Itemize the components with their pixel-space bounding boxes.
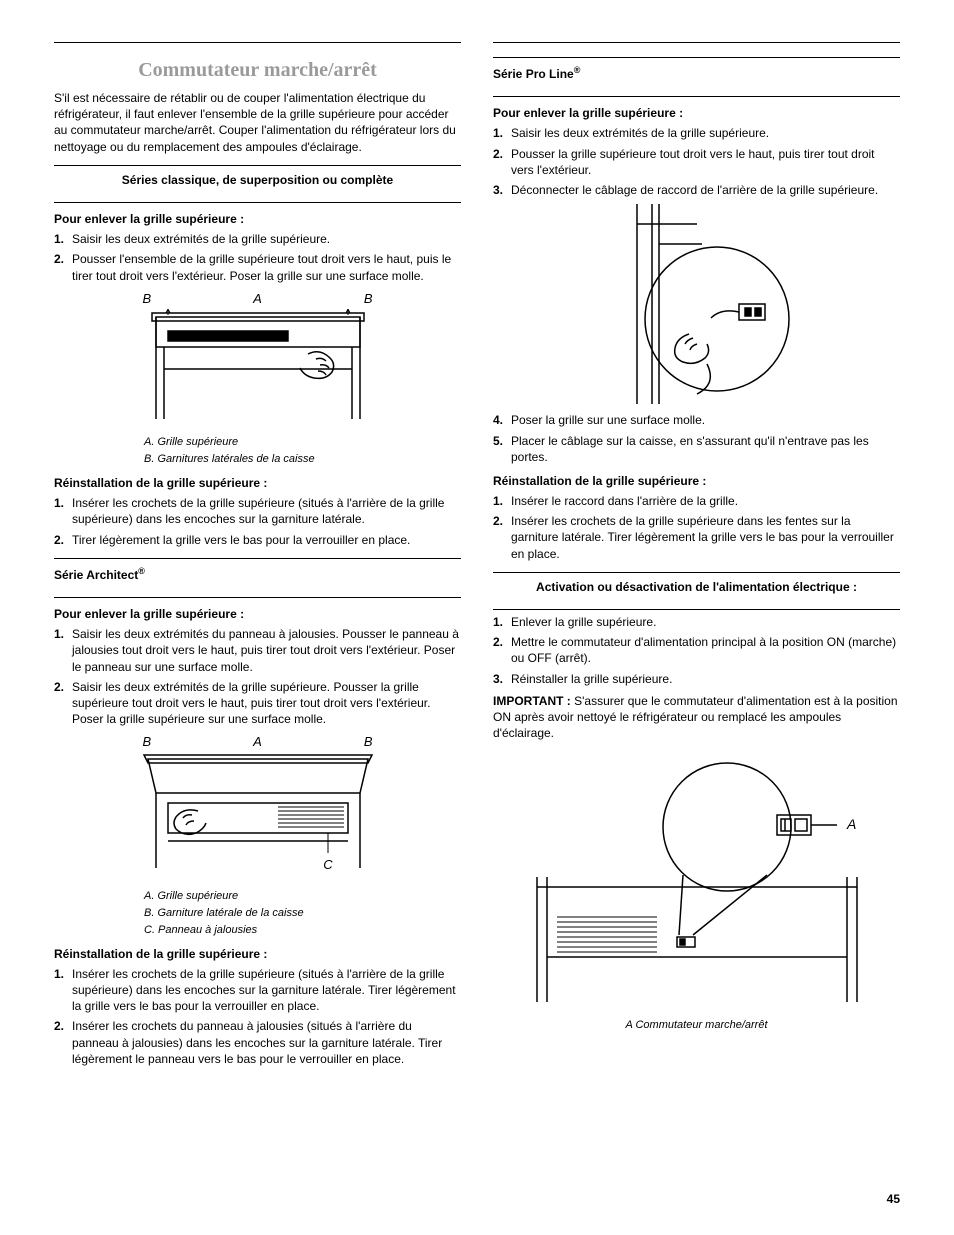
step-text: Insérer les crochets de la grille supéri… xyxy=(72,495,461,527)
figure-power: A A Commutateur marche/arrêt xyxy=(493,757,900,1032)
series-architect-heading: Série Architect® xyxy=(54,563,461,587)
step-text: Tirer légèrement la grille vers le bas p… xyxy=(72,532,461,548)
architect-remove-steps: 1.Saisir les deux extrémités du panneau … xyxy=(54,626,461,727)
step-text: Saisir les deux extrémités du panneau à … xyxy=(72,626,461,675)
step-text: Saisir les deux extrémités de la grille … xyxy=(511,125,900,141)
reinstall-heading: Réinstallation de la grille supérieure : xyxy=(54,475,461,491)
intro-paragraph: S'il est nécessaire de rétablir ou de co… xyxy=(54,90,461,155)
figure-classic: B A B xyxy=(54,290,461,467)
step-number: 2. xyxy=(54,679,72,728)
figure-proline xyxy=(493,204,900,408)
figure-caption: A. Grille supérieure xyxy=(144,889,461,904)
step-number: 3. xyxy=(493,671,511,687)
fig-label-b: B xyxy=(364,290,373,308)
important-note: IMPORTANT : S'assurer que le commutateur… xyxy=(493,693,900,742)
fig-label-a: A xyxy=(253,290,262,308)
top-rule-right xyxy=(493,42,900,43)
page-number: 45 xyxy=(887,1191,900,1207)
step-number: 2. xyxy=(493,513,511,562)
figure-classic-svg xyxy=(138,309,378,429)
figure-caption: A Commutateur marche/arrêt xyxy=(493,1018,900,1033)
series-rule xyxy=(54,202,461,203)
proline-remove-steps: 1.Saisir les deux extrémités de la grill… xyxy=(493,125,900,198)
remove-heading: Pour enlever la grille supérieure : xyxy=(54,606,461,622)
step-text: Saisir les deux extrémités de la grille … xyxy=(72,231,461,247)
fig-label-b: B xyxy=(143,733,152,751)
step-text: Insérer les crochets de la grille supéri… xyxy=(72,966,461,1015)
important-label: IMPORTANT : xyxy=(493,694,571,708)
step-number: 2. xyxy=(54,251,72,283)
architect-reinstall-steps: 1.Insérer les crochets de la grille supé… xyxy=(54,966,461,1067)
step-number: 4. xyxy=(493,412,511,428)
step-number: 1. xyxy=(493,493,511,509)
series-classic-heading: Séries classique, de superposition ou co… xyxy=(54,170,461,192)
series-rule xyxy=(493,572,900,573)
step-text: Saisir les deux extrémités de la grille … xyxy=(72,679,461,728)
step-text: Insérer le raccord dans l'arrière de la … xyxy=(511,493,900,509)
step-text: Insérer les crochets de la grille supéri… xyxy=(511,513,900,562)
figure-architect-svg: C xyxy=(128,753,388,883)
series-proline-heading: Série Pro Line® xyxy=(493,62,900,86)
classic-remove-steps: 1.Saisir les deux extrémités de la grill… xyxy=(54,231,461,284)
fig-label-b: B xyxy=(143,290,152,308)
series-rule xyxy=(54,558,461,559)
classic-reinstall-steps: 1.Insérer les crochets de la grille supé… xyxy=(54,495,461,548)
proline-reinstall-steps: 1.Insérer le raccord dans l'arrière de l… xyxy=(493,493,900,562)
reinstall-heading: Réinstallation de la grille supérieure : xyxy=(493,473,900,489)
step-text: Pousser l'ensemble de la grille supérieu… xyxy=(72,251,461,283)
left-column: Commutateur marche/arrêt S'il est nécess… xyxy=(54,42,461,1073)
step-number: 1. xyxy=(54,495,72,527)
step-number: 1. xyxy=(493,125,511,141)
fig-label-b: B xyxy=(364,733,373,751)
proline-remove-steps-cont: 4.Poser la grille sur une surface molle.… xyxy=(493,412,900,465)
fig-label-a: A xyxy=(846,816,856,832)
power-steps: 1.Enlever la grille supérieure. 2.Mettre… xyxy=(493,614,900,687)
step-number: 1. xyxy=(54,966,72,1015)
step-number: 2. xyxy=(54,532,72,548)
remove-heading: Pour enlever la grille supérieure : xyxy=(54,211,461,227)
top-rule-left xyxy=(54,42,461,43)
step-text: Réinstaller la grille supérieure. xyxy=(511,671,900,687)
step-number: 2. xyxy=(54,1018,72,1067)
series-rule xyxy=(54,597,461,598)
step-number: 1. xyxy=(54,626,72,675)
step-number: 1. xyxy=(493,614,511,630)
step-number: 2. xyxy=(493,634,511,666)
step-text: Insérer les crochets du panneau à jalous… xyxy=(72,1018,461,1067)
step-text: Pousser la grille supérieure tout droit … xyxy=(511,146,900,178)
figure-caption: B. Garnitures latérales de la caisse xyxy=(144,452,461,467)
remove-heading: Pour enlever la grille supérieure : xyxy=(493,105,900,121)
step-text: Placer le câblage sur la caisse, en s'as… xyxy=(511,433,900,465)
figure-caption: B. Garniture latérale de la caisse xyxy=(144,906,461,921)
series-rule xyxy=(493,96,900,97)
series-rule xyxy=(493,57,900,58)
figure-caption: C. Panneau à jalousies xyxy=(144,923,461,938)
step-number: 1. xyxy=(54,231,72,247)
step-text: Poser la grille sur une surface molle. xyxy=(511,412,900,428)
figure-caption: A. Grille supérieure xyxy=(144,435,461,450)
reinstall-heading: Réinstallation de la grille supérieure : xyxy=(54,946,461,962)
right-column: Série Pro Line® Pour enlever la grille s… xyxy=(493,42,900,1073)
step-text: Enlever la grille supérieure. xyxy=(511,614,900,630)
step-text: Mettre le commutateur d'alimentation pri… xyxy=(511,634,900,666)
step-text: Déconnecter le câblage de raccord de l'a… xyxy=(511,182,900,198)
step-number: 2. xyxy=(493,146,511,178)
power-heading: Activation ou désactivation de l'aliment… xyxy=(493,577,900,599)
figure-power-svg: A xyxy=(507,757,887,1007)
section-title: Commutateur marche/arrêt xyxy=(54,57,461,84)
fig-label-c: C xyxy=(323,857,333,872)
step-number: 5. xyxy=(493,433,511,465)
series-rule xyxy=(54,165,461,166)
figure-proline-svg xyxy=(597,204,797,404)
fig-label-a: A xyxy=(253,733,262,751)
series-rule xyxy=(493,609,900,610)
figure-architect: B A B xyxy=(54,733,461,937)
step-number: 3. xyxy=(493,182,511,198)
